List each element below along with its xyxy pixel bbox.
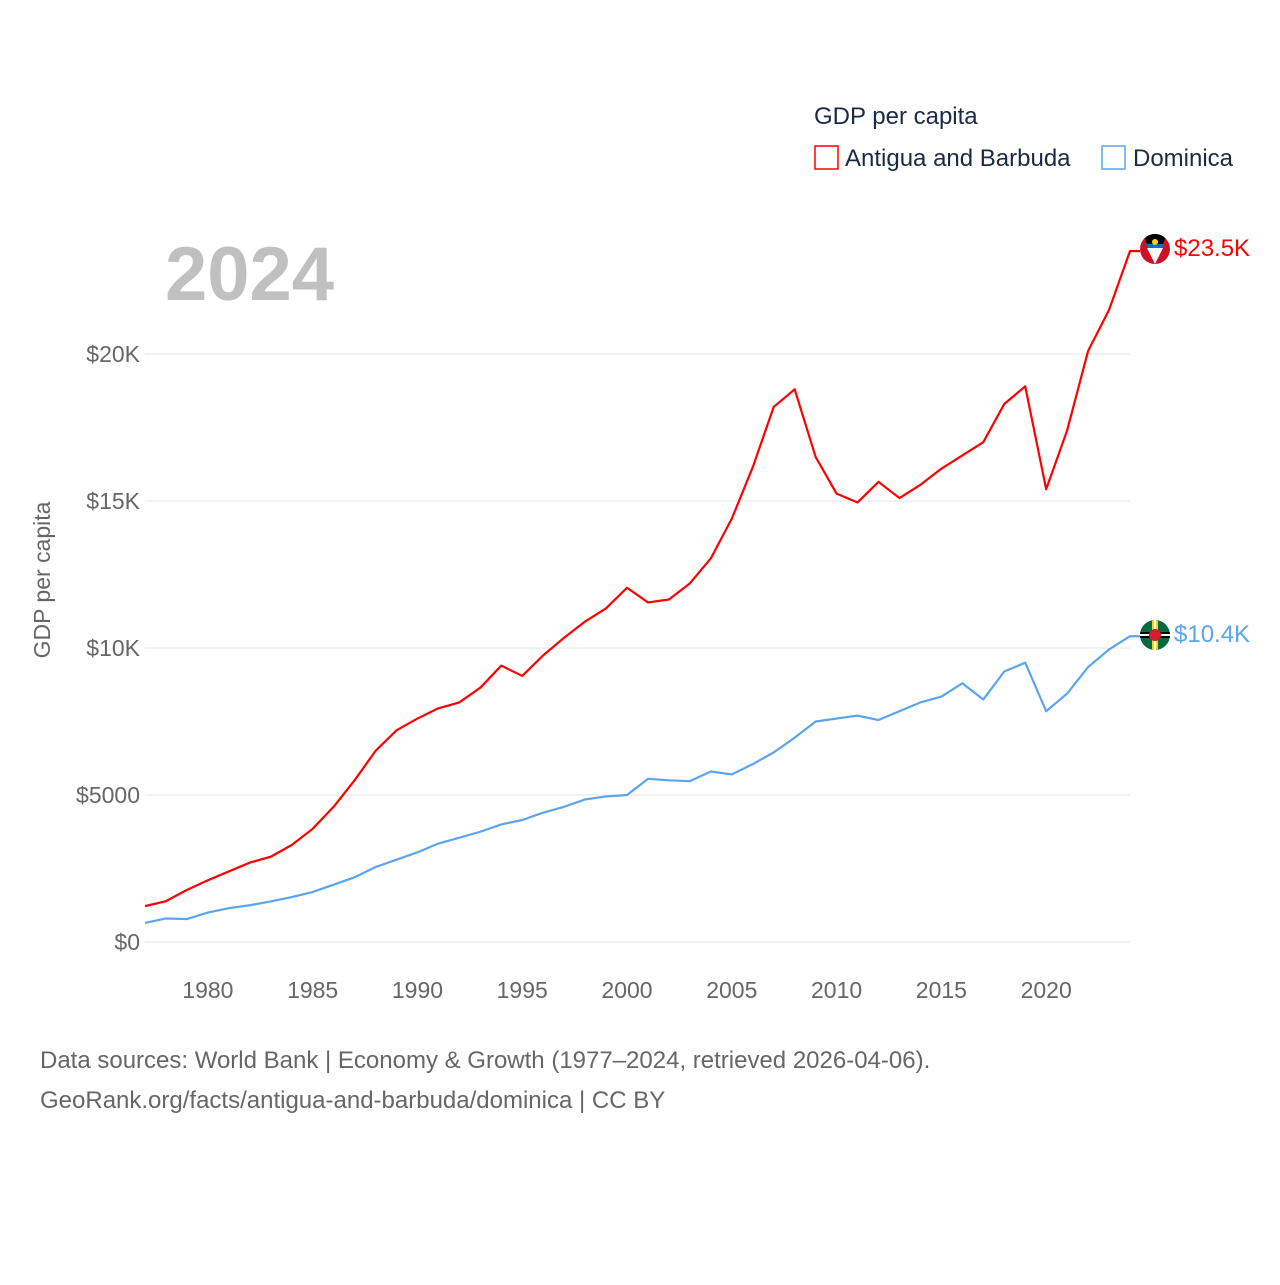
legend-label-antigua: Antigua and Barbuda [845, 145, 1071, 172]
legend-swatch-dominica [1101, 145, 1126, 170]
footer-source: Data sources: World Bank | Economy & Gro… [40, 1047, 930, 1074]
x-tick-label: 1995 [497, 977, 548, 1003]
footer-link[interactable]: GeoRank.org/facts/antigua-and-barbuda/do… [40, 1087, 665, 1114]
flag-antigua-icon [1140, 234, 1170, 264]
x-tick-label: 2005 [706, 977, 757, 1003]
end-label-dominica: $10.4K [1174, 621, 1250, 648]
flag-dominica-icon [1140, 620, 1170, 650]
series-line-antigua [144, 250, 1140, 908]
legend-title: GDP per capita [814, 103, 978, 130]
x-tick-label: 1990 [392, 977, 443, 1003]
legend-swatch-antigua [814, 145, 839, 170]
x-tick-label: 2015 [916, 977, 967, 1003]
x-tick-label: 2010 [811, 977, 862, 1003]
y-tick-label: $20K [86, 341, 140, 367]
legend-label-dominica: Dominica [1133, 145, 1234, 172]
x-tick-label: 1980 [182, 977, 233, 1003]
x-tick-label: 2000 [601, 977, 652, 1003]
x-tick-label: 1985 [287, 977, 338, 1003]
legend-item-antigua[interactable]: Antigua and Barbuda [814, 145, 1071, 172]
y-tick-label: $0 [114, 929, 140, 955]
y-tick-label: $15K [86, 488, 140, 514]
x-tick-label: 2020 [1021, 977, 1072, 1003]
series-line-dominica [144, 635, 1140, 924]
legend-item-dominica[interactable]: Dominica [1101, 145, 1234, 172]
y-axis-label: GDP per capita [29, 501, 55, 658]
y-tick-label: $5000 [76, 782, 140, 808]
y-tick-label: $10K [86, 635, 140, 661]
year-watermark: 2024 [165, 232, 334, 317]
end-label-antigua: $23.5K [1174, 235, 1250, 262]
